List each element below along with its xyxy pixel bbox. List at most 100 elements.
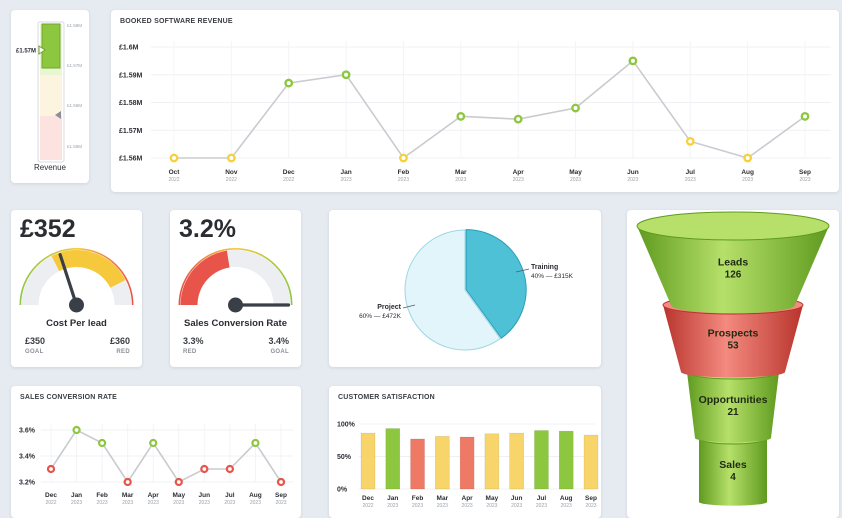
conversion-gauge-goal-value: 3.4% <box>268 336 289 346</box>
y-tick-label: 100% <box>337 422 356 429</box>
x-tick-year: 2023 <box>536 503 547 509</box>
conversion-gauge-card: 3.2% Sales Conversion Rate 3.3% RED 3.4%… <box>170 210 301 367</box>
data-point[interactable] <box>284 78 294 88</box>
bar[interactable] <box>534 430 549 490</box>
x-tick-label: Dec <box>283 169 295 176</box>
data-point[interactable] <box>169 153 179 163</box>
y-tick-label: £1.56M <box>119 156 143 163</box>
x-tick-label: Apr <box>462 495 474 502</box>
x-tick-label: May <box>569 169 582 176</box>
funnel-stage-value: 126 <box>725 270 742 281</box>
cost-per-lead-red-value: £360 <box>109 336 130 346</box>
funnel-stage-prospects[interactable] <box>663 305 803 378</box>
data-point[interactable] <box>628 56 638 66</box>
x-tick-label: Jan <box>71 492 82 499</box>
bar[interactable] <box>459 436 475 490</box>
funnel-stage-label: Leads <box>718 257 749 269</box>
funnel-stage-sales[interactable] <box>699 438 767 506</box>
data-point[interactable] <box>226 153 236 163</box>
x-tick-year: 2023 <box>398 177 409 183</box>
data-point[interactable] <box>800 111 810 121</box>
x-tick-year: 2023 <box>561 503 572 509</box>
x-tick-label: Jan <box>340 169 351 176</box>
data-point[interactable] <box>743 153 753 163</box>
data-point[interactable] <box>276 477 286 487</box>
gauge-hub <box>228 297 243 313</box>
pie-slice-training[interactable] <box>465 229 527 339</box>
x-tick-year: 2023 <box>455 177 466 183</box>
y-tick-label: 50% <box>337 454 352 461</box>
gauge-rim <box>178 248 293 306</box>
pie-leader-line <box>515 268 530 273</box>
gauge-fill <box>180 250 230 305</box>
cost-per-lead-gauge <box>19 248 134 313</box>
x-tick-year: 2023 <box>199 500 210 506</box>
bar[interactable] <box>385 428 401 490</box>
x-tick-label: Apr <box>148 492 160 499</box>
revenue-bullet-label: Revenue <box>33 163 67 172</box>
data-point[interactable] <box>149 438 158 448</box>
funnel-stage-top <box>636 211 830 241</box>
x-tick-label: Jun <box>199 492 211 499</box>
bar[interactable] <box>558 430 574 490</box>
data-point[interactable] <box>123 477 132 487</box>
data-point[interactable] <box>685 136 695 146</box>
gauge-fill <box>51 250 126 288</box>
data-point[interactable] <box>251 438 260 448</box>
data-point[interactable] <box>456 111 466 121</box>
series-line <box>174 59 806 160</box>
x-tick-year: 2023 <box>437 503 448 509</box>
bar[interactable] <box>583 434 599 490</box>
bar[interactable] <box>484 433 500 490</box>
bar[interactable] <box>435 436 450 490</box>
x-tick-label: Aug <box>249 492 262 499</box>
x-tick-year: 2023 <box>387 503 398 509</box>
x-tick-year: 2023 <box>341 177 352 183</box>
x-tick-label: Dec <box>45 492 57 499</box>
pie-slice-project[interactable] <box>404 229 501 351</box>
x-tick-year: 2023 <box>97 500 108 506</box>
x-tick-year: 2022 <box>226 177 237 183</box>
funnel-stage-value: 53 <box>727 341 739 352</box>
x-tick-label: Jun <box>627 169 639 176</box>
x-tick-label: Aug <box>741 169 754 176</box>
x-tick-label: Mar <box>122 492 134 499</box>
x-tick-year: 2023 <box>585 503 596 509</box>
data-point[interactable] <box>571 103 580 113</box>
cost-per-lead-card: £352 Cost Per lead £350 GOAL £360 RED <box>11 210 142 367</box>
customer-satisfaction-bar-chart: 100%50%0%Dec2022Jan2023Feb2023Mar2023Apr… <box>337 422 599 509</box>
data-point[interactable] <box>200 464 209 474</box>
revenue-bullet-card: £1.57M £1.58M £1.57M £1.56M £1.55M Revenue <box>11 10 89 183</box>
bar[interactable] <box>410 438 425 490</box>
funnel-stage-leads[interactable] <box>637 226 829 314</box>
customer-satisfaction-title: CUSTOMER SATISFACTION <box>338 394 435 401</box>
funnel-stage-opportunities[interactable] <box>687 372 779 443</box>
data-point[interactable] <box>341 70 351 80</box>
bar[interactable] <box>360 432 376 490</box>
conversion-gauge-red-value: 3.3% <box>183 336 204 346</box>
bar[interactable] <box>509 432 524 490</box>
funnel-stage-label: Sales <box>719 459 747 471</box>
x-tick-label: Jul <box>686 169 696 176</box>
data-point[interactable] <box>174 477 183 487</box>
y-tick-label: £1.58M <box>119 100 143 107</box>
data-point[interactable] <box>399 153 408 163</box>
x-tick-year: 2022 <box>168 177 179 183</box>
x-tick-year: 2023 <box>570 177 581 183</box>
gauge-needle <box>58 252 79 307</box>
y-tick-label: 3.4% <box>19 454 36 461</box>
funnel-stage-value: 21 <box>727 407 739 418</box>
data-point[interactable] <box>225 464 235 474</box>
data-point[interactable] <box>513 114 523 124</box>
x-tick-year: 2023 <box>148 500 159 506</box>
data-point[interactable] <box>97 438 107 448</box>
sales-funnel-card: Sales 4 Opportunities 21 Prospects 53 Leads 126 <box>627 210 839 518</box>
x-tick-year: 2023 <box>71 500 82 506</box>
data-point[interactable] <box>72 425 81 435</box>
data-point[interactable] <box>46 464 56 474</box>
revenue-split-pie-chart: Training 40% — £315K Project 60% — £472K <box>359 229 574 351</box>
x-tick-label: Sep <box>585 495 597 502</box>
x-tick-label: Jun <box>511 495 523 502</box>
gauge-rim <box>19 248 134 306</box>
